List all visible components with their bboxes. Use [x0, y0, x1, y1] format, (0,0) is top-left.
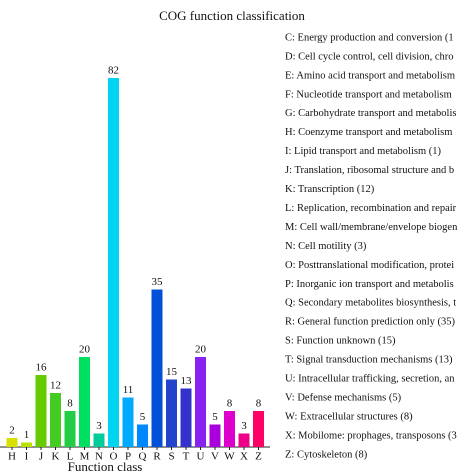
legend-entry: V: Defense mechanisms (5): [285, 392, 402, 403]
x-tick-label: Q: [139, 451, 147, 463]
value-label: 5: [140, 411, 146, 423]
bar: [195, 357, 206, 447]
legend-entry: O: Posttranslational modification, prote…: [285, 260, 454, 271]
legend-entry: G: Carbohydrate transport and metabolis: [285, 108, 456, 119]
value-label: 35: [152, 276, 164, 288]
value-label: 8: [256, 398, 262, 410]
x-tick-label: H: [8, 451, 16, 463]
legend-entry: N: Cell motility (3): [285, 241, 367, 252]
bar: [50, 393, 61, 447]
x-tick-label: W: [224, 451, 235, 463]
legend-entry: K: Transcription (12): [285, 184, 375, 195]
bar: [6, 438, 18, 447]
legend-entry: X: Mobilome: prophages, transposons (3: [285, 430, 457, 441]
bar: [224, 411, 235, 447]
legend-entry: E: Amino acid transport and metabolism: [285, 70, 455, 81]
value-label: 12: [50, 380, 61, 392]
value-label: 15: [166, 366, 178, 378]
bar: [180, 388, 192, 447]
x-tick-label: N: [95, 451, 103, 463]
bar: [21, 442, 32, 447]
chart-title: COG function classification: [159, 8, 305, 23]
x-tick-label: J: [39, 451, 44, 463]
value-label: 13: [181, 375, 193, 387]
value-label: 20: [79, 344, 91, 356]
legend-entry: W: Extracellular structures (8): [285, 411, 413, 422]
bar: [209, 424, 221, 447]
legend-entry: U: Intracellular trafficking, secretion,…: [285, 374, 455, 385]
legend-entry: I: Lipid transport and metabolism (1): [285, 146, 442, 157]
legend-entry: H: Coenzyme transport and metabolism: [285, 127, 452, 138]
x-tick-label: S: [168, 451, 174, 463]
bar: [151, 289, 163, 447]
legend-entry: P: Inorganic ion transport and metabolis: [285, 279, 454, 290]
x-tick-label: T: [183, 451, 190, 463]
value-label: 5: [212, 411, 218, 423]
value-label: 8: [227, 398, 233, 410]
legend-entry: Z: Cytoskeleton (8): [285, 449, 368, 460]
x-tick-label: R: [153, 451, 161, 463]
value-label: 1: [24, 429, 30, 441]
x-tick-label: L: [67, 451, 74, 463]
bar: [79, 357, 90, 447]
bar: [35, 375, 47, 447]
value-label: 20: [195, 344, 207, 356]
legend-entry: S: Function unknown (15): [285, 336, 396, 347]
value-label: 2: [9, 425, 15, 437]
x-tick-label: P: [125, 451, 131, 463]
bar: [137, 424, 148, 447]
bar: [253, 411, 264, 447]
x-tick-label: M: [80, 451, 90, 463]
x-axis-title: Function class: [68, 459, 143, 474]
value-label: 11: [123, 384, 134, 396]
legend-entry: T: Signal transduction mechanisms (13): [285, 355, 453, 366]
value-label: 8: [67, 398, 73, 410]
bar: [64, 411, 76, 447]
legend-entry: M: Cell wall/membrane/envelope biogen: [285, 222, 458, 233]
bar: [238, 433, 250, 447]
bar: [93, 433, 105, 447]
value-label: 3: [96, 420, 102, 432]
legend-entry: C: Energy production and conversion (1: [285, 32, 454, 43]
x-tick-label: Z: [255, 451, 262, 463]
legend-entry: J: Translation, ribosomal structure and …: [285, 165, 454, 176]
bar: [122, 397, 134, 447]
value-label: 82: [108, 65, 119, 77]
value-label: 16: [36, 362, 48, 374]
x-tick-label: K: [52, 451, 60, 463]
legend-entry: Q: Secondary metabolites biosynthesis, t: [285, 298, 456, 309]
x-tick-label: I: [25, 451, 29, 463]
x-tick-label: X: [240, 451, 248, 463]
legend-entry: F: Nucleotide transport and metabolism: [285, 89, 452, 100]
legend-entry: D: Cell cycle control, cell division, ch…: [285, 51, 454, 62]
x-tick-label: U: [197, 451, 205, 463]
legend-entry: L: Replication, recombination and repair: [285, 203, 457, 214]
x-tick-label: O: [110, 451, 118, 463]
x-tick-label: V: [211, 451, 219, 463]
bar: [166, 379, 177, 447]
value-label: 3: [241, 420, 247, 432]
legend-entry: R: General function prediction only (35): [285, 317, 455, 328]
bar: [108, 78, 119, 447]
